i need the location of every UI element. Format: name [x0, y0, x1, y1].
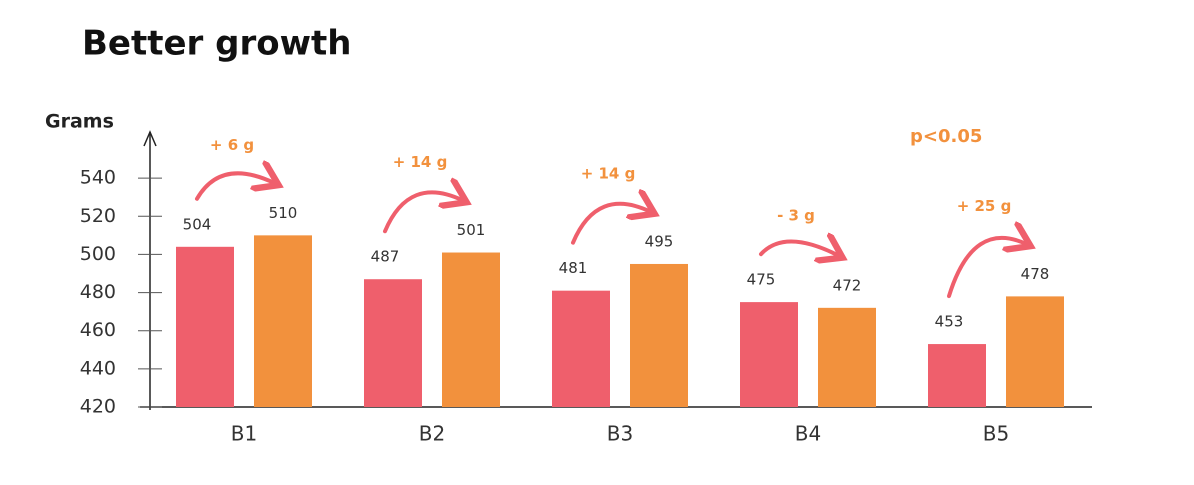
bar	[740, 302, 798, 407]
change-arrow	[947, 238, 1027, 299]
y-tick-label: 460	[80, 319, 116, 341]
change-annotation: + 6 g	[210, 136, 254, 154]
y-axis-arrow	[143, 130, 157, 147]
change-annotation: + 14 g	[393, 153, 448, 171]
data-label: 495	[645, 232, 674, 250]
bar	[630, 263, 688, 407]
data-label: 475	[747, 271, 776, 289]
bar	[364, 279, 422, 407]
significance: p<0.05	[910, 126, 982, 147]
y-tick-label: 500	[80, 243, 116, 265]
y-tick-label: 520	[80, 205, 116, 227]
y-tick-label: 480	[80, 281, 116, 303]
change-arrow	[759, 242, 839, 256]
x-tick-label: B3	[607, 422, 633, 446]
data-label: 481	[559, 259, 588, 277]
x-tick-label: B1	[231, 422, 257, 446]
y-tick-label: 440	[80, 357, 116, 379]
bar	[254, 235, 312, 407]
data-label: 501	[457, 221, 486, 239]
change-annotation: + 14 g	[581, 164, 636, 182]
change-annotation: - 3 g	[777, 207, 815, 225]
x-tick-label: B5	[983, 422, 1009, 446]
bar	[442, 252, 500, 407]
x-tick-label: B2	[419, 422, 445, 446]
data-label: 487	[371, 248, 400, 266]
bar	[818, 307, 876, 407]
bar	[928, 344, 986, 407]
x-tick-label: B4	[795, 422, 821, 446]
data-label: 478	[1021, 265, 1050, 283]
y-tick-label: 420	[80, 396, 116, 418]
y-axis-label: Grams	[45, 111, 114, 133]
data-label: 510	[269, 204, 298, 222]
change-arrow	[195, 173, 275, 201]
change-arrow	[571, 204, 651, 245]
bar	[1006, 296, 1064, 407]
change-arrow	[383, 192, 463, 234]
change-annotation: + 25 g	[957, 197, 1012, 215]
chart-title: Better growth	[82, 24, 351, 64]
bar	[552, 290, 610, 407]
data-label: 472	[833, 276, 862, 294]
data-label: 504	[183, 215, 212, 233]
bar	[176, 246, 234, 407]
y-tick-label: 540	[80, 167, 116, 189]
data-label: 453	[935, 313, 964, 331]
